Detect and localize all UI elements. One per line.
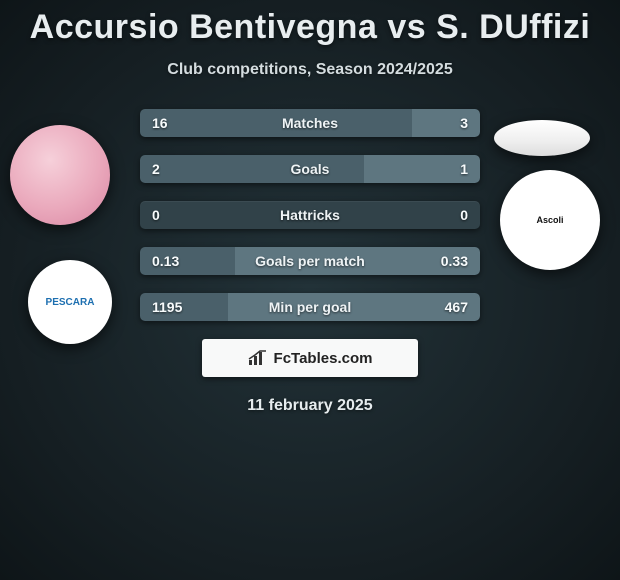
vs-separator: vs	[387, 8, 426, 46]
player-right-name: S. DUffizi	[436, 8, 590, 46]
stat-row: 0.130.33Goals per match	[140, 247, 480, 275]
player-right-avatar	[494, 120, 590, 156]
stat-row: 00Hattricks	[140, 201, 480, 229]
club-left-badge: PESCARA	[28, 260, 112, 344]
stat-label: Goals	[140, 155, 480, 183]
date-text: 11 february 2025	[0, 397, 620, 415]
chart-icon	[248, 350, 268, 366]
club-left-label: PESCARA	[46, 297, 95, 308]
stat-row: 163Matches	[140, 109, 480, 137]
attribution-text: FcTables.com	[274, 350, 373, 367]
stat-row: 1195467Min per goal	[140, 293, 480, 321]
stat-bars: 163Matches 21Goals 00Hattricks 0.130.33Goal…	[140, 109, 480, 321]
stat-row: 21Goals	[140, 155, 480, 183]
attribution-badge: FcTables.com	[202, 339, 418, 377]
stat-label: Hattricks	[140, 201, 480, 229]
subtitle: Club competitions, Season 2024/2025	[0, 61, 620, 79]
comparison-title: Accursio Bentivegna vs S. DUffizi	[0, 0, 620, 47]
player-left-avatar	[10, 125, 110, 225]
club-right-badge: Ascoli	[500, 170, 600, 270]
player-left-name: Accursio Bentivegna	[30, 8, 378, 46]
stat-label: Goals per match	[140, 247, 480, 275]
club-right-label: Ascoli	[536, 215, 563, 225]
stat-label: Min per goal	[140, 293, 480, 321]
stat-label: Matches	[140, 109, 480, 137]
